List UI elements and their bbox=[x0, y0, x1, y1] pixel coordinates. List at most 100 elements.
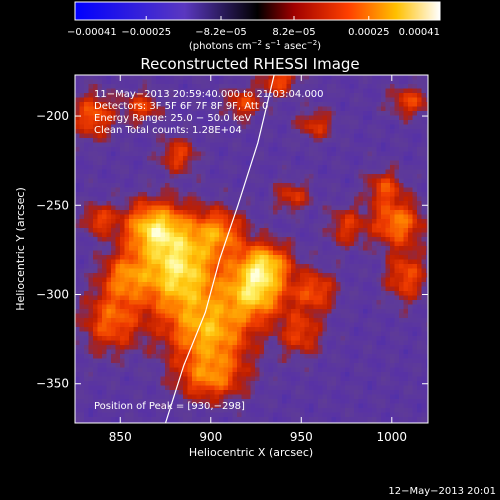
heatmap-cell bbox=[160, 327, 166, 332]
heatmap-cell bbox=[367, 210, 373, 215]
heatmap-cell bbox=[327, 111, 332, 116]
heatmap-cell bbox=[322, 291, 328, 296]
heatmap-cell bbox=[322, 178, 328, 184]
heatmap-cell bbox=[111, 196, 116, 202]
heatmap-cell bbox=[372, 174, 377, 179]
heatmap-cell bbox=[88, 156, 94, 161]
heatmap-cell bbox=[223, 151, 229, 157]
heatmap-cell bbox=[133, 228, 139, 233]
heatmap-cell bbox=[367, 255, 373, 260]
heatmap-cell bbox=[133, 174, 139, 179]
heatmap-cell bbox=[268, 327, 274, 332]
heatmap-cell bbox=[241, 219, 247, 224]
heatmap-cell bbox=[88, 165, 94, 170]
heatmap-cell bbox=[129, 97, 134, 103]
heatmap-cell bbox=[358, 120, 364, 125]
heatmap-cell bbox=[331, 291, 337, 296]
heatmap-cell bbox=[277, 241, 283, 247]
heatmap-cell bbox=[205, 232, 211, 238]
heatmap-cell bbox=[349, 156, 355, 161]
heatmap-cell bbox=[381, 354, 386, 359]
heatmap-cell bbox=[309, 322, 314, 328]
heatmap-cell bbox=[291, 201, 296, 206]
heatmap-cell bbox=[165, 156, 170, 161]
heatmap-cell bbox=[394, 237, 400, 242]
heatmap-cell bbox=[403, 174, 409, 179]
heatmap-cell bbox=[160, 187, 166, 193]
heatmap-cell bbox=[228, 219, 233, 224]
heatmap-cell bbox=[151, 187, 157, 193]
heatmap-cell bbox=[426, 219, 428, 224]
heatmap-cell bbox=[295, 250, 301, 256]
heatmap-cell bbox=[120, 133, 125, 139]
heatmap-cell bbox=[228, 255, 233, 260]
heatmap-cell bbox=[390, 151, 395, 157]
heatmap-cell bbox=[340, 156, 346, 161]
heatmap-cell bbox=[295, 174, 301, 179]
heatmap-cell bbox=[322, 138, 328, 143]
heatmap-cell bbox=[169, 354, 175, 359]
heatmap-cell bbox=[196, 354, 202, 359]
heatmap-cell bbox=[421, 174, 427, 179]
heatmap-cell bbox=[340, 124, 346, 130]
heatmap-cell bbox=[156, 111, 161, 116]
heatmap-cell bbox=[129, 151, 134, 157]
heatmap-cell bbox=[327, 187, 332, 193]
heatmap-cell bbox=[237, 210, 242, 215]
heatmap-cell bbox=[192, 88, 197, 94]
heatmap-cell bbox=[403, 111, 409, 116]
heatmap-cell bbox=[426, 345, 428, 350]
heatmap-cell bbox=[201, 142, 206, 148]
heatmap-cell bbox=[331, 300, 337, 305]
heatmap-cell bbox=[336, 142, 341, 148]
heatmap-cell bbox=[385, 313, 391, 319]
heatmap-cell bbox=[340, 106, 346, 112]
heatmap-cell bbox=[142, 336, 148, 341]
heatmap-cell bbox=[115, 273, 121, 278]
heatmap-cell bbox=[93, 259, 98, 265]
heatmap-cell bbox=[408, 205, 413, 211]
heatmap-cell bbox=[304, 223, 310, 229]
heatmap-cell bbox=[129, 120, 134, 125]
heatmap-cell bbox=[390, 133, 395, 139]
heatmap-cell bbox=[223, 106, 229, 112]
heatmap-cell bbox=[273, 165, 278, 170]
heatmap-cell bbox=[417, 79, 422, 85]
heatmap-cell bbox=[340, 336, 346, 341]
heatmap-cell bbox=[354, 111, 359, 116]
heatmap-cell bbox=[264, 129, 269, 134]
heatmap-cell bbox=[264, 151, 269, 157]
heatmap-cell bbox=[142, 237, 148, 242]
heatmap-cell bbox=[133, 336, 139, 341]
heatmap-cell bbox=[322, 151, 328, 157]
heatmap-cell bbox=[93, 97, 98, 103]
heatmap-cell bbox=[237, 129, 242, 134]
heatmap-cell bbox=[124, 322, 130, 328]
heatmap-cell bbox=[313, 223, 319, 229]
heatmap-cell bbox=[399, 201, 404, 206]
heatmap-cell bbox=[246, 160, 251, 166]
heatmap-cell bbox=[115, 147, 121, 152]
heatmap-cell bbox=[264, 183, 269, 188]
heatmap-cell bbox=[147, 246, 152, 251]
heatmap-cell bbox=[120, 79, 125, 85]
heatmap-cell bbox=[223, 147, 229, 152]
heatmap-cell bbox=[133, 354, 139, 359]
heatmap-cell bbox=[300, 97, 305, 103]
heatmap-cell bbox=[178, 277, 184, 283]
heatmap-cell bbox=[165, 88, 170, 94]
heatmap-cell bbox=[304, 214, 310, 220]
heatmap-cell bbox=[93, 79, 98, 85]
heatmap-cell bbox=[124, 97, 130, 103]
heatmap-cell bbox=[372, 151, 377, 157]
heatmap-cell bbox=[421, 286, 427, 292]
heatmap-cell bbox=[264, 277, 269, 283]
heatmap-cell bbox=[417, 228, 422, 233]
heatmap-cell bbox=[408, 282, 413, 287]
heatmap-cell bbox=[264, 295, 269, 301]
heatmap-cell bbox=[237, 205, 242, 211]
heatmap-cell bbox=[84, 322, 89, 328]
heatmap-cell bbox=[403, 345, 409, 350]
heatmap-cell bbox=[196, 142, 202, 148]
heatmap-cell bbox=[138, 106, 143, 112]
